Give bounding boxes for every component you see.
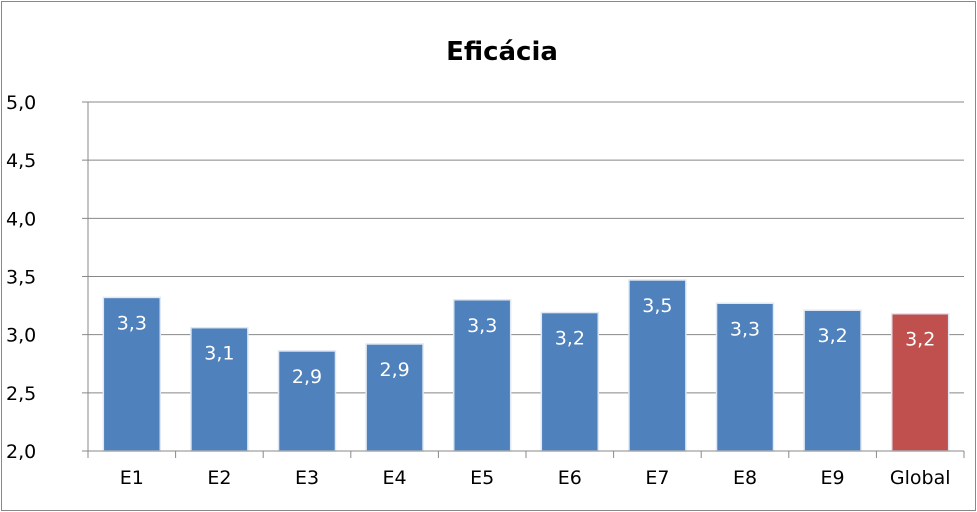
- data-label: 3,3: [730, 318, 760, 340]
- y-tick-label: 4,5: [6, 150, 36, 172]
- y-tick-label: 5,0: [6, 92, 36, 114]
- bar: [190, 326, 249, 452]
- y-tick-label: 3,0: [6, 325, 36, 347]
- x-tick-label: E7: [645, 467, 669, 489]
- bar: [277, 350, 337, 452]
- y-tick-label: 4,0: [6, 208, 36, 230]
- x-tick-label: E8: [733, 467, 757, 489]
- chart-title: Eficácia: [446, 37, 558, 67]
- axes: 2,0 2,5 3,0 3,5 4,0 4,5 5,0 E1 E2 E3 E4 E5 E6 E7 E8 E9 G…: [6, 92, 965, 489]
- data-label: 3,2: [905, 329, 935, 351]
- data-label: 3,3: [467, 315, 497, 337]
- data-label: 3,2: [555, 328, 585, 350]
- y-tick-label: 2,5: [6, 383, 36, 405]
- data-label: 3,2: [817, 325, 847, 347]
- data-label: 3,3: [117, 312, 147, 334]
- bar: [628, 279, 687, 452]
- x-tick-label: E9: [821, 467, 845, 489]
- data-label: 3,5: [642, 295, 672, 317]
- x-tick-label: E4: [383, 467, 407, 489]
- y-tick-label: 3,5: [6, 267, 36, 289]
- y-tick-label: 2,0: [6, 441, 36, 463]
- x-tick-label: Global: [890, 467, 951, 489]
- bars: 3,3 3,1 2,9 2,9 3,3 3,2 3,5 3,3 3,2 3,2: [102, 279, 950, 452]
- data-label: 2,9: [292, 366, 322, 388]
- x-tick-label: E6: [558, 467, 582, 489]
- x-tick-label: E2: [207, 467, 231, 489]
- x-tick-label: E5: [470, 467, 494, 489]
- bar: [890, 312, 950, 452]
- x-tick-label: E1: [120, 467, 144, 489]
- x-tick-label: E3: [295, 467, 319, 489]
- data-label: 2,9: [379, 359, 409, 381]
- bar: [715, 302, 775, 452]
- bar: [540, 311, 600, 452]
- bar: [452, 299, 512, 452]
- data-label: 3,1: [204, 343, 234, 365]
- bar: [365, 343, 424, 452]
